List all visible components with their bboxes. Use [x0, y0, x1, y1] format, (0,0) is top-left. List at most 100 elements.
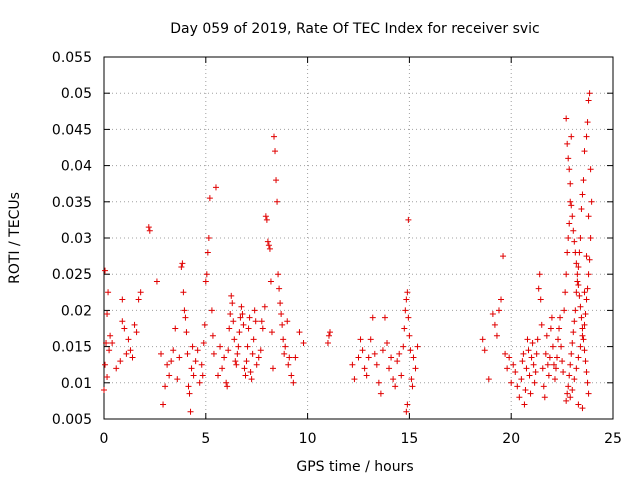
x-tick-label: 0 [100, 431, 109, 447]
chart-title: Day 059 of 2019, Rate Of TEC Index for r… [170, 21, 540, 37]
data-point [409, 383, 416, 390]
data-point [210, 350, 217, 357]
data-point [523, 365, 530, 372]
data-point [570, 227, 577, 234]
data-point [524, 336, 531, 343]
data-point [183, 329, 190, 336]
data-point [166, 372, 173, 379]
data-point [392, 383, 399, 390]
data-point [196, 379, 203, 386]
data-point [325, 332, 332, 339]
data-point [224, 383, 231, 390]
data-point [491, 321, 498, 328]
data-point [567, 198, 574, 205]
data-point [563, 271, 570, 278]
data-point [571, 318, 578, 325]
data-point [559, 358, 566, 365]
data-point [402, 307, 409, 314]
data-point [121, 325, 128, 332]
data-point [234, 350, 241, 357]
data-point [133, 329, 140, 336]
data-point [573, 289, 580, 296]
data-point [263, 216, 270, 223]
y-tick-label: 0.02 [61, 303, 92, 319]
y-tick-label: 0.03 [61, 231, 92, 247]
y-axis-label: ROTI / TECUs [7, 192, 23, 284]
x-tick-label: 25 [604, 431, 622, 447]
data-point [179, 260, 186, 267]
data-point [519, 358, 526, 365]
data-point [247, 368, 254, 375]
data-point [579, 405, 586, 412]
data-point [479, 336, 486, 343]
data-point [577, 343, 584, 350]
data-point [131, 321, 138, 328]
data-point [249, 350, 256, 357]
data-point [277, 300, 284, 307]
data-point [174, 376, 181, 383]
y-tick-label: 0.04 [61, 159, 92, 175]
data-point [103, 339, 110, 346]
data-point [540, 383, 547, 390]
data-point [239, 311, 246, 318]
data-point [253, 361, 260, 368]
data-point [569, 387, 576, 394]
data-point [189, 343, 196, 350]
data-point [534, 336, 541, 343]
data-point [221, 354, 228, 361]
data-point [113, 365, 120, 372]
data-point [101, 387, 107, 394]
data-point [194, 347, 201, 354]
data-point [153, 278, 160, 285]
data-point [200, 339, 207, 346]
data-point [367, 336, 374, 343]
data-point [201, 321, 208, 328]
data-point [119, 318, 126, 325]
data-point [203, 271, 210, 278]
data-point [172, 325, 179, 332]
data-point [541, 394, 548, 401]
data-point [583, 253, 590, 260]
data-point [566, 166, 573, 173]
data-point [176, 354, 183, 361]
y-tick-label: 0.05 [61, 86, 92, 102]
data-point [574, 271, 581, 278]
data-point [231, 336, 238, 343]
data-point [575, 401, 582, 408]
data-point [528, 354, 535, 361]
data-point [533, 350, 540, 357]
data-point [351, 376, 358, 383]
data-point [571, 376, 578, 383]
data-point [202, 278, 209, 285]
data-point [259, 325, 266, 332]
data-point [564, 249, 571, 256]
data-point [575, 354, 582, 361]
data-point [359, 347, 366, 354]
data-point [215, 372, 222, 379]
data-points [101, 90, 595, 415]
data-point [296, 329, 303, 336]
data-point [573, 365, 580, 372]
data-point [538, 321, 545, 328]
data-point [558, 343, 565, 350]
data-point [230, 318, 237, 325]
data-point [504, 365, 511, 372]
data-point [394, 358, 401, 365]
data-point [257, 347, 264, 354]
data-point [235, 343, 242, 350]
data-point [185, 383, 192, 390]
data-point [583, 133, 590, 140]
data-point [223, 379, 230, 386]
data-point [184, 350, 191, 357]
data-point [570, 329, 577, 336]
data-point [398, 372, 405, 379]
data-point [493, 332, 500, 339]
data-point [369, 314, 376, 321]
data-point [285, 361, 292, 368]
data-point [104, 374, 111, 381]
data-point [495, 307, 502, 314]
data-point [276, 285, 283, 292]
data-point [371, 350, 378, 357]
data-point [543, 332, 550, 339]
data-point [539, 365, 546, 372]
